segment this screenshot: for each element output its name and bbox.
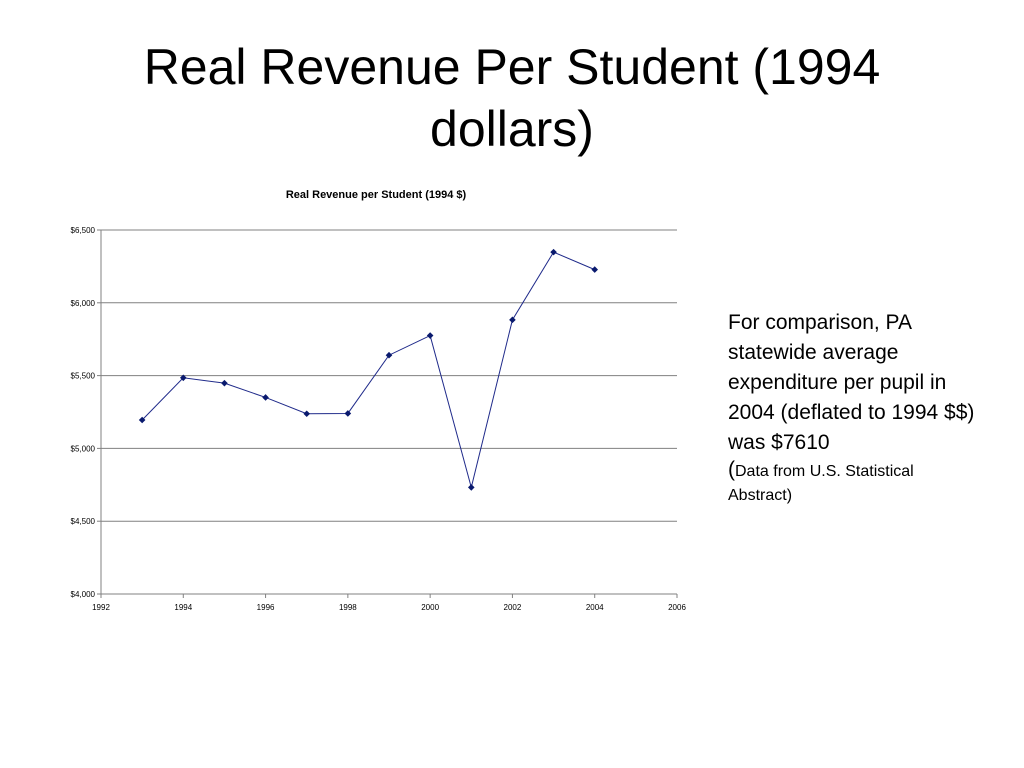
comparison-text: For comparison, PA statewide average exp… <box>728 311 975 454</box>
y-tick-label: $4,000 <box>71 590 96 599</box>
data-point <box>303 410 311 418</box>
slide-title: Real Revenue Per Student (1994 dollars) <box>143 39 881 157</box>
series-line <box>141 251 595 488</box>
data-point <box>179 374 187 382</box>
y-grid <box>97 229 677 595</box>
y-tick-label: $6,000 <box>71 299 96 308</box>
data-points <box>138 248 599 491</box>
data-point <box>385 351 393 359</box>
data-point <box>426 332 434 339</box>
y-tick-label: $5,000 <box>71 444 96 453</box>
y-tick-label: $6,500 <box>71 226 96 235</box>
x-tick-label: 1992 <box>92 603 110 612</box>
data-point <box>467 484 475 491</box>
data-point <box>221 379 228 387</box>
x-tick-label: 1996 <box>257 603 275 612</box>
source-paren: ( <box>728 458 735 481</box>
data-point <box>509 316 516 324</box>
chart-title: Real Revenue per Student (1994 $) <box>286 189 467 201</box>
y-tick-label: $4,500 <box>71 517 96 526</box>
data-point <box>262 394 269 401</box>
comparison-note: For comparison, PA statewide average exp… <box>728 308 978 508</box>
source-note: (Data from U.S. Statistical Abstract) <box>728 458 978 508</box>
x-tick-label: 1998 <box>339 603 357 612</box>
data-point <box>344 410 352 417</box>
x-tick-labels: 1992 1994 1996 1998 2000 2002 2004 2006 <box>92 603 686 612</box>
data-point <box>591 266 599 273</box>
data-point <box>138 416 146 424</box>
x-tick-label: 2000 <box>421 603 439 612</box>
x-axis <box>100 230 678 598</box>
y-tick-labels: $4,000 $4,500 $5,000 $5,500 $6,000 $6,500 <box>71 226 96 599</box>
y-tick-label: $5,500 <box>71 372 96 381</box>
revenue-line-chart: Real Revenue per Student (1994 $) $4,000… <box>71 189 687 612</box>
x-tick-label: 1994 <box>174 603 192 612</box>
x-tick-label: 2006 <box>668 603 686 612</box>
x-tick-label: 2004 <box>586 603 604 612</box>
x-tick-label: 2002 <box>504 603 522 612</box>
source-text: Data from U.S. Statistical Abstract) <box>728 463 914 504</box>
data-point <box>550 248 557 256</box>
